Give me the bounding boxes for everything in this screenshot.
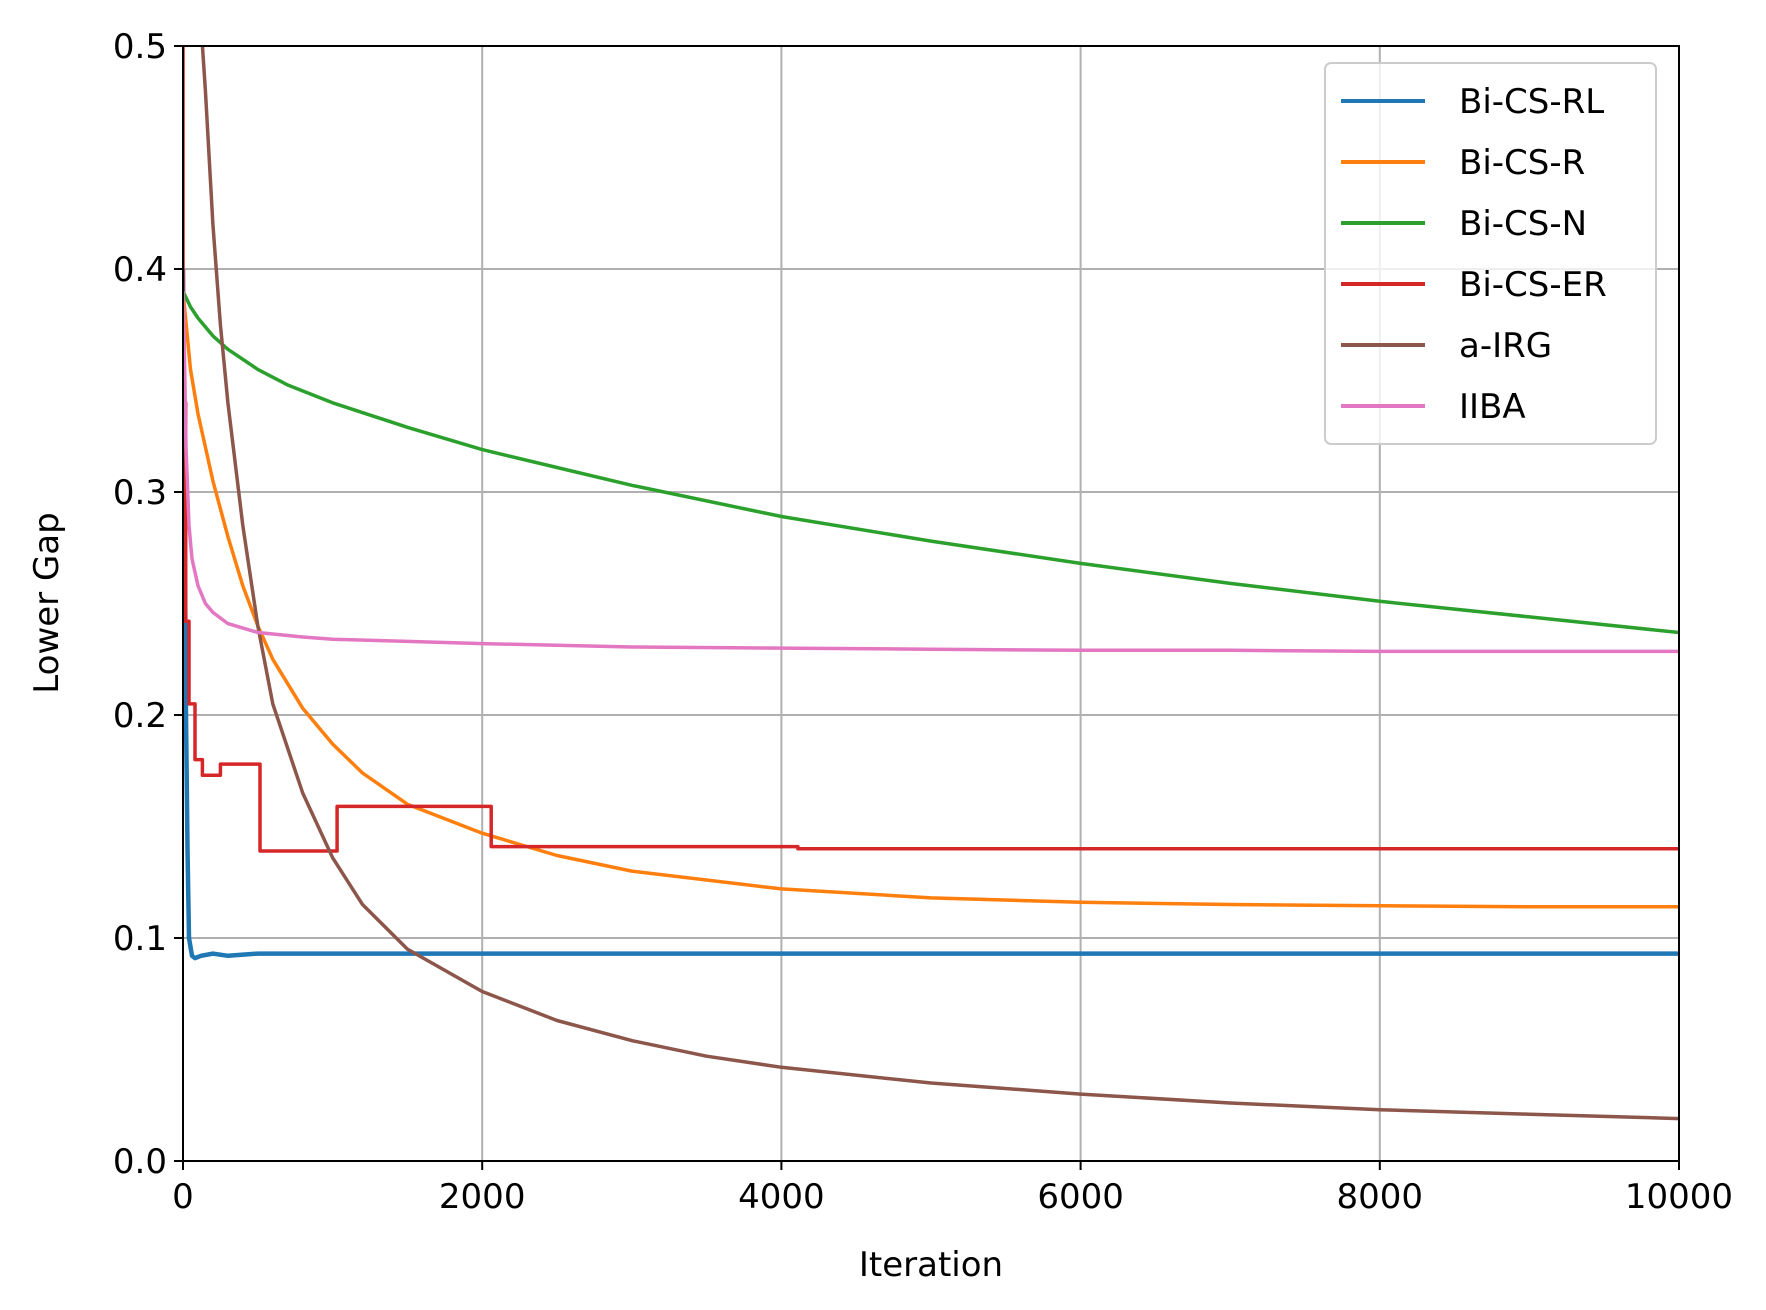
y-tick-label: 0.1 (113, 919, 167, 959)
y-tick-label: 0.3 (113, 473, 167, 513)
axis-ticks: 0 2000 4000 6000 8000 10000 0.0 0.1 0.2 0.3 0.4 0.5 (113, 27, 1733, 1217)
x-axis-label: Iteration (859, 1245, 1003, 1285)
legend-label: a-IRG (1459, 326, 1552, 366)
series-line-bi-cs-er (183, 46, 1679, 853)
x-tick-label: 8000 (1337, 1177, 1424, 1217)
legend-label: Bi-CS-R (1459, 143, 1585, 183)
series-line-a-irg (200, 46, 1679, 1121)
legend-label: Bi-CS-N (1459, 204, 1587, 244)
series-line-bi-cs-r (183, 291, 1679, 909)
series-line-bi-cs-n (183, 290, 1679, 635)
y-tick-label: 0.2 (113, 696, 167, 736)
y-tick-label: 0.5 (113, 27, 167, 67)
x-tick-label: 2000 (439, 1177, 526, 1217)
plot-frame (182, 45, 1680, 1162)
x-tick-label: 10000 (1625, 1177, 1733, 1217)
y-tick-label: 0.0 (113, 1142, 167, 1182)
legend-label: IIBA (1459, 387, 1526, 427)
y-tick-label: 0.4 (113, 250, 167, 290)
legend-label: Bi-CS-ER (1459, 265, 1607, 305)
series-line-iiba (183, 291, 1679, 654)
y-axis-label: Lower Gap (27, 512, 67, 693)
x-tick-label: 0 (172, 1177, 194, 1217)
legend-label: Bi-CS-RL (1459, 82, 1604, 122)
series-lines (183, 46, 1679, 1121)
series-line-bi-cs-rl (183, 268, 1679, 961)
x-tick-label: 4000 (738, 1177, 825, 1217)
legend: Bi-CS-RL Bi-CS-R Bi-CS-N Bi-CS-ER a-IRG IIBA (1324, 62, 1657, 445)
legend-box (1324, 62, 1657, 445)
x-tick-label: 6000 (1037, 1177, 1124, 1217)
